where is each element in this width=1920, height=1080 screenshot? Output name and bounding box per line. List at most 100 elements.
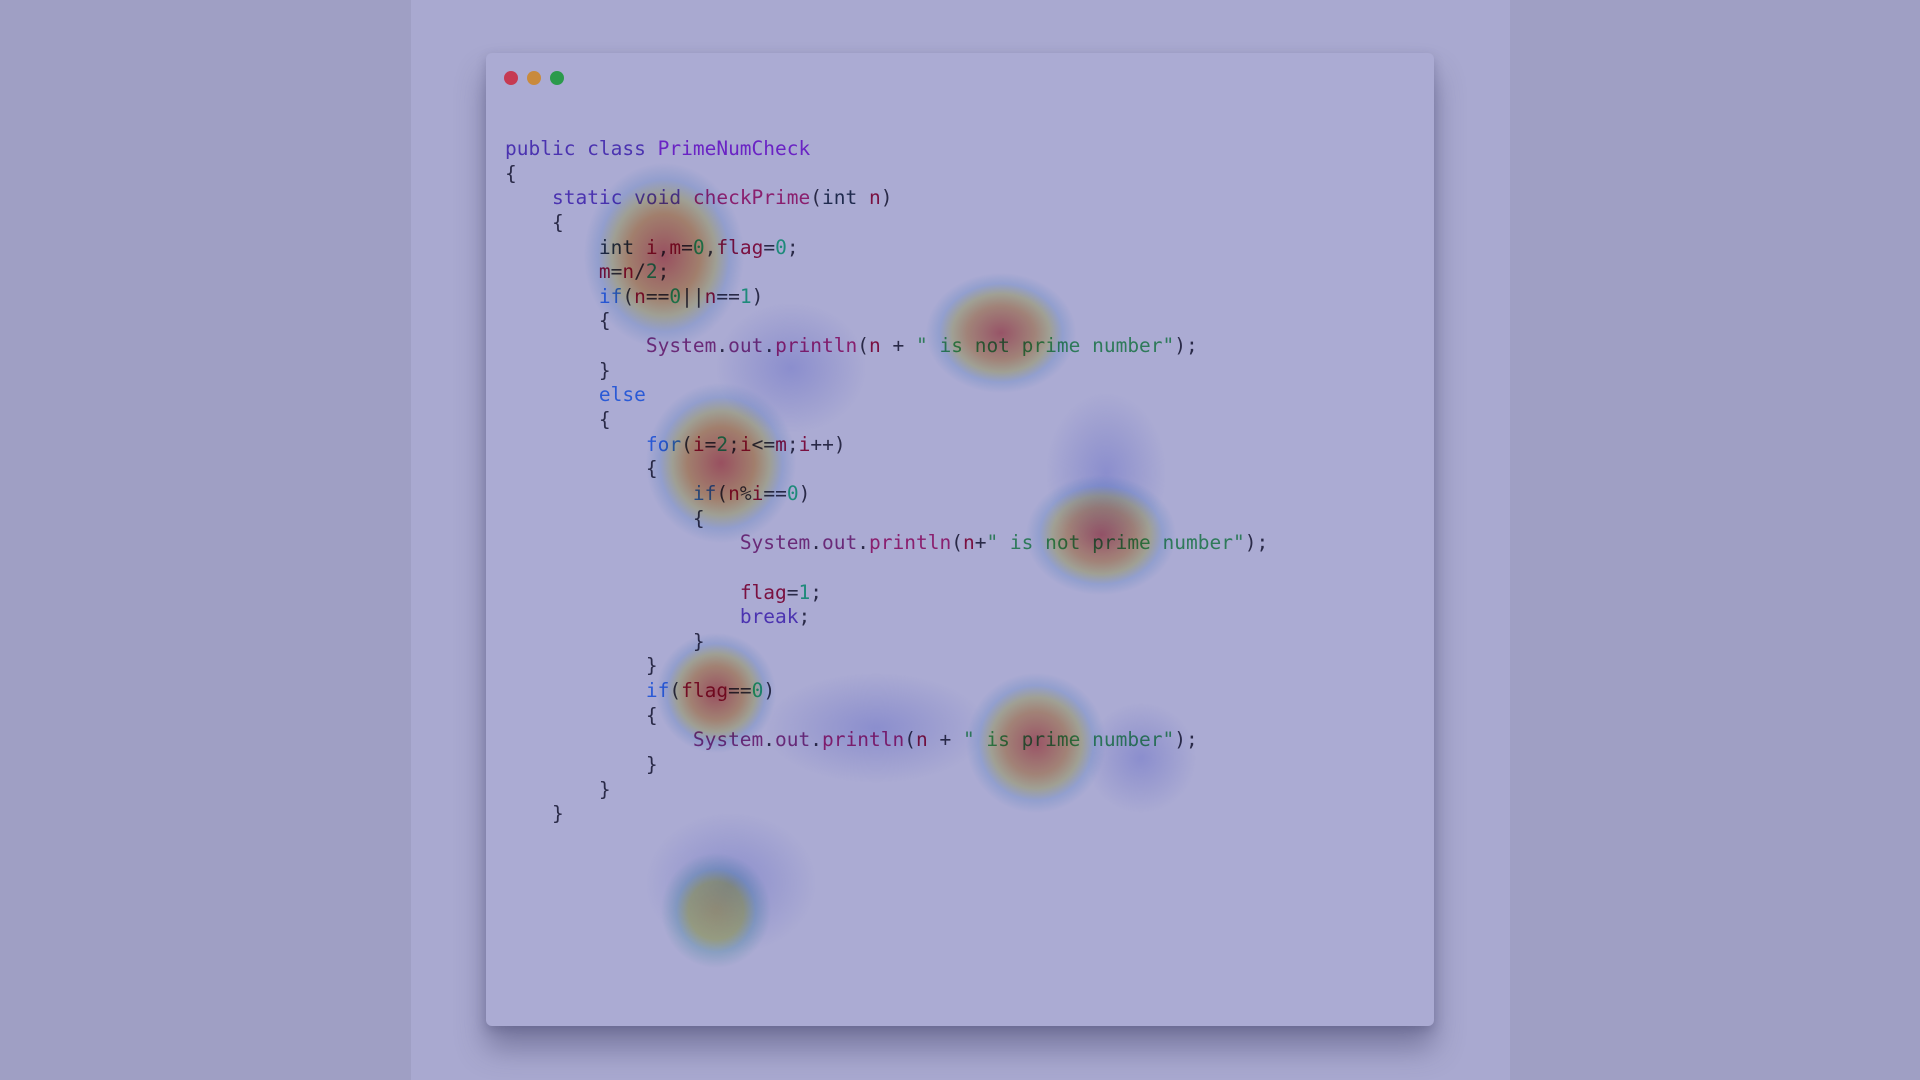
code-token: " is not prime number" (986, 531, 1245, 555)
code-token: out (728, 334, 764, 358)
code-token (505, 704, 646, 727)
code-token: ; (786, 235, 799, 259)
code-token: n (962, 531, 975, 555)
code-token: . (857, 531, 869, 555)
code-line: int i,m=0,flag=0; (505, 236, 1268, 261)
code-token (505, 630, 693, 653)
code-token: . (763, 728, 776, 752)
code-token: i (739, 432, 752, 456)
code-token: n (915, 728, 928, 752)
code-token: ) (763, 679, 776, 703)
code-line: break; (505, 605, 1268, 630)
code-line: else (505, 383, 1268, 408)
code-token: 2 (716, 432, 729, 456)
code-token: n (869, 334, 881, 358)
code-token (505, 334, 646, 357)
code-token: m (775, 432, 787, 456)
code-token (505, 260, 599, 283)
code-token: ( (716, 481, 729, 505)
code-token: 0 (692, 235, 705, 259)
code-token: } (692, 629, 705, 653)
code-token: m (598, 260, 611, 284)
code-line: System.out.println(n+" is not prime numb… (505, 531, 1268, 556)
code-line: public class PrimeNumCheck (505, 137, 1268, 162)
maximize-dot-icon[interactable] (550, 71, 564, 85)
code-token: ( (810, 186, 823, 210)
code-token: { (645, 457, 658, 481)
code-line: System.out.println(n + " is not prime nu… (505, 334, 1268, 359)
code-token: ; (798, 605, 811, 629)
code-token: ( (681, 432, 693, 456)
code-line: flag=1; (505, 581, 1268, 606)
code-token (505, 433, 646, 456)
code-token: ++ (810, 432, 834, 456)
window-controls (504, 71, 564, 85)
code-token: ; (810, 580, 823, 604)
code-token: System (739, 531, 811, 555)
code-token: System (645, 334, 717, 358)
code-token: break (739, 605, 799, 629)
code-token: / (634, 260, 646, 284)
code-token: if (598, 284, 623, 308)
code-token: 1 (739, 284, 752, 308)
code-token (505, 507, 693, 530)
code-token: n (622, 260, 635, 284)
code-line: for(i=2;i<=m;i++) (505, 433, 1268, 458)
code-token (505, 457, 646, 480)
code-token (505, 211, 552, 234)
code-line: if(n%i==0) (505, 482, 1268, 507)
code-token: } (551, 802, 564, 826)
minimize-dot-icon[interactable] (527, 71, 541, 85)
code-block: public class PrimeNumCheck{ static void … (505, 137, 1268, 827)
code-token: int (598, 235, 646, 259)
code-line: } (505, 654, 1268, 679)
code-token: n (634, 284, 646, 308)
code-token: n (728, 481, 740, 505)
code-token: = (610, 260, 623, 284)
code-line: } (505, 802, 1268, 827)
code-token (505, 753, 646, 776)
code-line: { (505, 211, 1268, 236)
close-dot-icon[interactable] (504, 71, 518, 85)
code-token: { (645, 703, 658, 727)
code-token: + (927, 728, 963, 752)
code-token: out (775, 728, 811, 752)
code-token: + (880, 334, 916, 358)
code-token: m (669, 235, 682, 259)
code-token: ( (669, 679, 682, 703)
code-token (505, 531, 740, 554)
code-token (505, 285, 599, 308)
code-token (505, 654, 646, 677)
code-token: , (657, 235, 670, 259)
code-token: , (704, 235, 717, 259)
code-token: <= (751, 432, 776, 456)
code-token (505, 186, 552, 209)
code-token: 0 (669, 284, 682, 308)
code-token: int (822, 186, 869, 210)
code-token: ) (751, 284, 764, 308)
code-token: ( (951, 531, 963, 555)
code-token: ); (1174, 334, 1198, 358)
code-token: i (692, 432, 705, 456)
code-token: ); (1244, 531, 1269, 555)
code-token: i (798, 432, 811, 456)
code-token: ; (657, 260, 670, 284)
code-token: println (822, 728, 905, 752)
code-token: == (763, 481, 787, 505)
code-token: . (810, 531, 823, 555)
code-token: 0 (751, 679, 764, 703)
code-token (505, 309, 599, 332)
code-token: flag (739, 580, 787, 604)
code-token: ; (786, 432, 799, 456)
code-token: flag (716, 235, 764, 259)
code-line: } (505, 753, 1268, 778)
code-token: = (704, 432, 717, 456)
code-token: static void (551, 186, 693, 210)
code-token: { (598, 408, 611, 432)
code-line: { (505, 507, 1268, 532)
code-token: ) (833, 432, 846, 456)
code-window: public class PrimeNumCheck{ static void … (486, 53, 1434, 1026)
code-token (505, 408, 599, 431)
code-token: % (739, 481, 752, 505)
code-token: for (645, 432, 682, 456)
